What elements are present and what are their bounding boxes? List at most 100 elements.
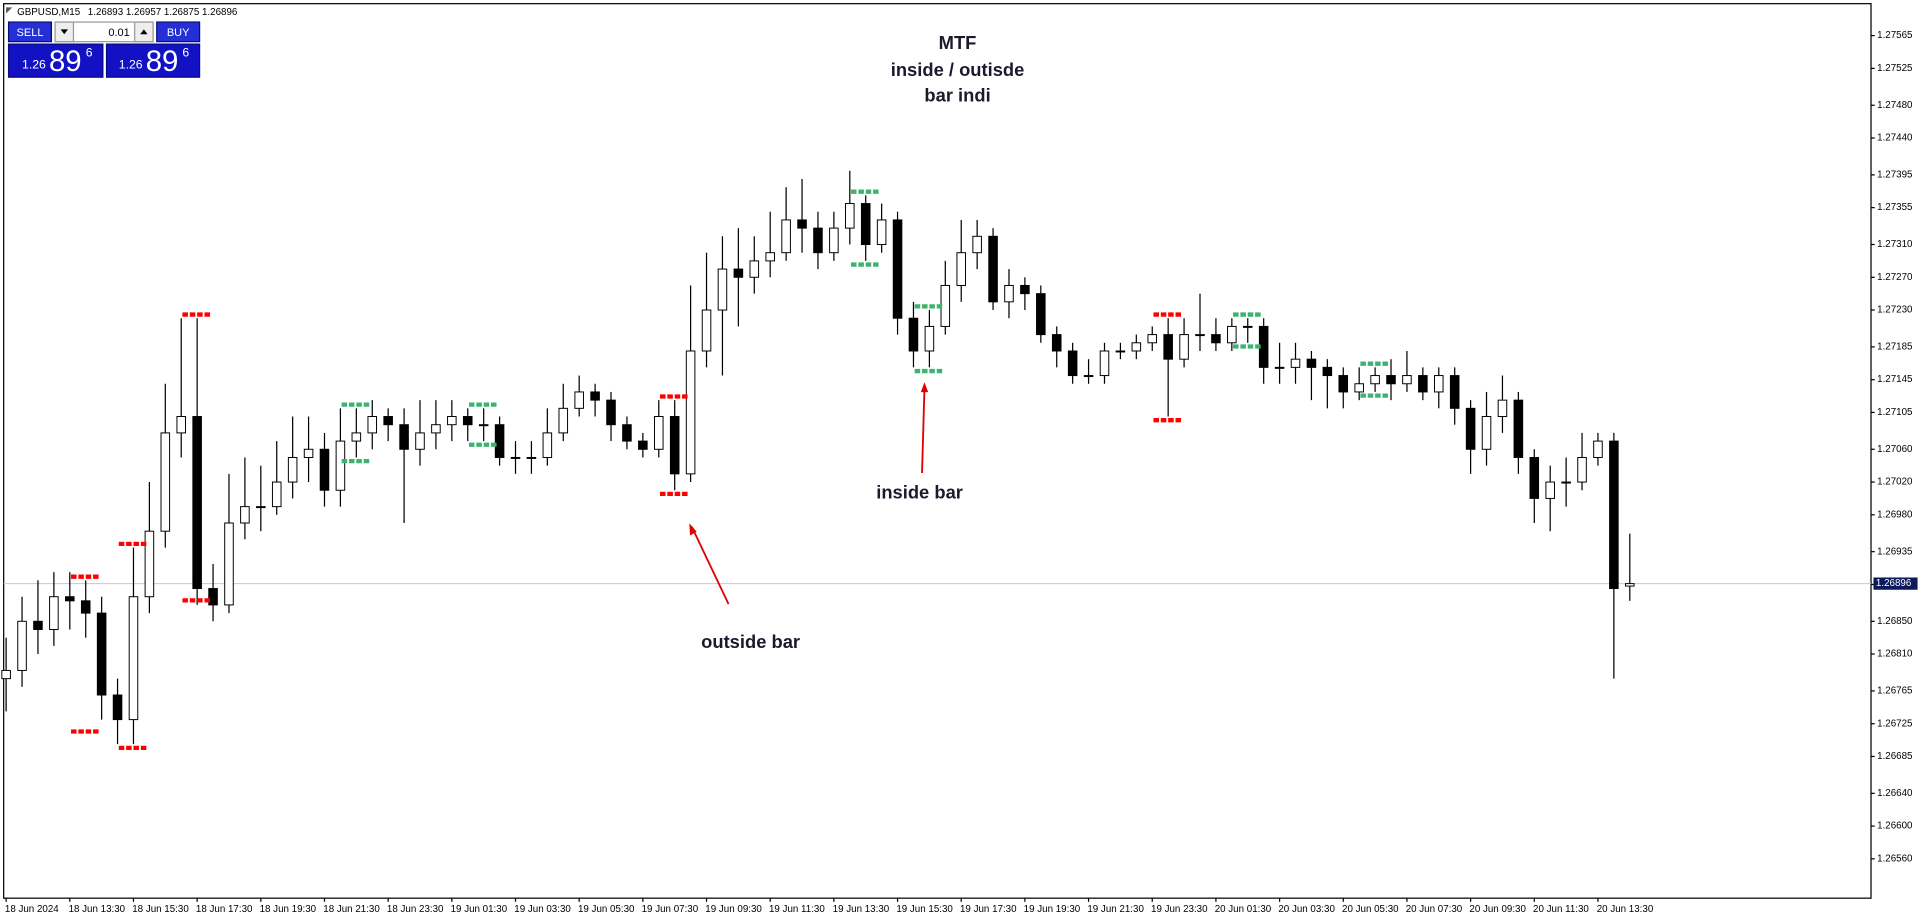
buy-price-box[interactable] bbox=[105, 43, 201, 78]
candle-body bbox=[1338, 375, 1349, 393]
candle-body bbox=[749, 260, 760, 278]
y-tick-label: 1.26640 bbox=[1877, 788, 1913, 799]
up-arrow bbox=[140, 29, 148, 35]
x-tick-label: 18 Jun 23:30 bbox=[387, 904, 444, 915]
candle-body bbox=[224, 522, 234, 606]
arrow-line bbox=[691, 526, 730, 605]
x-tick-label: 19 Jun 17:30 bbox=[960, 904, 1017, 915]
candle-body bbox=[717, 268, 728, 311]
candle-body bbox=[606, 399, 616, 426]
candle-body bbox=[574, 391, 584, 409]
candle-body bbox=[431, 424, 441, 434]
candle-body bbox=[590, 391, 600, 401]
candle-body bbox=[956, 252, 967, 286]
x-tick-label: 18 Jun 2024 bbox=[5, 904, 59, 915]
x-tick-label: 20 Jun 01:30 bbox=[1215, 904, 1272, 915]
candle-body bbox=[1195, 334, 1205, 337]
candle-body bbox=[303, 448, 314, 458]
sell-button[interactable] bbox=[7, 21, 53, 43]
y-tick-label: 1.27565 bbox=[1877, 30, 1913, 41]
x-tick-label: 18 Jun 19:30 bbox=[260, 904, 317, 915]
last-open: 1.26893 bbox=[88, 7, 124, 18]
x-tick-label: 19 Jun 21:30 bbox=[1087, 904, 1144, 915]
candle-body bbox=[1354, 383, 1364, 393]
candle-body bbox=[65, 596, 75, 602]
candle-body bbox=[351, 432, 362, 442]
candle-body bbox=[908, 317, 919, 352]
candle-body bbox=[1545, 481, 1555, 499]
candle-body bbox=[399, 424, 409, 450]
x-tick-label: 18 Jun 17:30 bbox=[196, 904, 253, 915]
title-line: inside / outisde bbox=[891, 59, 1025, 80]
y-tick-label: 1.27480 bbox=[1877, 100, 1913, 111]
sell-price-box[interactable] bbox=[7, 43, 104, 78]
candle-body bbox=[1242, 325, 1253, 328]
candle-body bbox=[1131, 342, 1142, 352]
candle-body bbox=[654, 416, 664, 450]
candle-body bbox=[892, 219, 903, 319]
candle-body bbox=[1227, 325, 1237, 344]
candle-body bbox=[1497, 399, 1508, 418]
candle-body bbox=[1147, 334, 1158, 344]
candle-body bbox=[1258, 325, 1269, 368]
candle-body bbox=[733, 268, 744, 278]
candle-body bbox=[1020, 284, 1030, 295]
buy-button[interactable] bbox=[156, 21, 201, 43]
y-tick-label: 1.27060 bbox=[1877, 444, 1913, 455]
candle-body bbox=[1513, 399, 1524, 458]
candle-body bbox=[478, 424, 489, 427]
candle-body bbox=[988, 235, 998, 303]
candle-body bbox=[462, 416, 473, 426]
candle-body bbox=[972, 235, 982, 254]
y-tick-label: 1.27525 bbox=[1877, 63, 1913, 74]
candle-body bbox=[256, 506, 266, 509]
candle-body bbox=[208, 588, 218, 606]
x-tick-label: 19 Jun 11:30 bbox=[769, 904, 825, 915]
buy-prefix: 1.26 bbox=[119, 58, 143, 72]
y-tick-label: 1.26935 bbox=[1877, 546, 1913, 557]
y-tick-label: 1.27395 bbox=[1877, 169, 1913, 180]
candle-body bbox=[1625, 583, 1635, 587]
candle-body bbox=[447, 416, 457, 426]
y-tick-label: 1.26560 bbox=[1877, 853, 1913, 864]
candle-body bbox=[1051, 334, 1062, 352]
candle-body bbox=[829, 227, 839, 254]
candle-body bbox=[1067, 350, 1078, 377]
candle-body bbox=[669, 416, 680, 475]
x-tick-label: 19 Jun 01:30 bbox=[451, 904, 508, 915]
candle-body bbox=[1434, 375, 1444, 393]
x-tick-label: 20 Jun 11:30 bbox=[1533, 904, 1589, 915]
candle-body bbox=[1370, 375, 1380, 385]
candle-body bbox=[160, 432, 171, 532]
candle-body bbox=[1481, 416, 1492, 450]
x-tick-label: 18 Jun 21:30 bbox=[323, 904, 380, 915]
last-high: 1.26957 bbox=[126, 7, 161, 18]
y-tick-label: 1.26810 bbox=[1877, 649, 1913, 660]
x-tick-label: 19 Jun 05:30 bbox=[578, 904, 635, 915]
candle-body bbox=[287, 456, 298, 483]
annotation: outside bar bbox=[701, 631, 800, 652]
last-close: 1.26896 bbox=[202, 7, 238, 18]
y-tick-label: 1.26980 bbox=[1877, 509, 1913, 520]
x-tick-label: 20 Jun 03:30 bbox=[1278, 904, 1335, 915]
x-tick-label: 19 Jun 13:30 bbox=[833, 904, 890, 915]
candle-body bbox=[940, 284, 951, 327]
trade-panel: SELL 0.01 BUY 1.26 89 6 1.26 89 6 bbox=[7, 21, 201, 78]
candle-body bbox=[1004, 284, 1014, 303]
candle-body bbox=[1179, 334, 1189, 360]
candle-body bbox=[1386, 375, 1396, 385]
candle-body bbox=[1274, 366, 1285, 369]
candle-body bbox=[144, 530, 155, 598]
x-tick-label: 19 Jun 19:30 bbox=[1024, 904, 1081, 915]
candle-body bbox=[176, 416, 186, 434]
candle-body bbox=[319, 448, 330, 491]
x-tick-label: 19 Jun 23:30 bbox=[1151, 904, 1208, 915]
candle-body bbox=[128, 596, 139, 721]
symbol: GBPUSD,M15 bbox=[17, 7, 81, 18]
candle-body bbox=[526, 456, 537, 459]
candle-body bbox=[1402, 375, 1412, 385]
down-arrow bbox=[60, 29, 68, 35]
sell-point: 6 bbox=[86, 45, 93, 59]
y-tick-label: 1.27145 bbox=[1877, 374, 1913, 385]
x-tick-label: 20 Jun 07:30 bbox=[1406, 904, 1463, 915]
